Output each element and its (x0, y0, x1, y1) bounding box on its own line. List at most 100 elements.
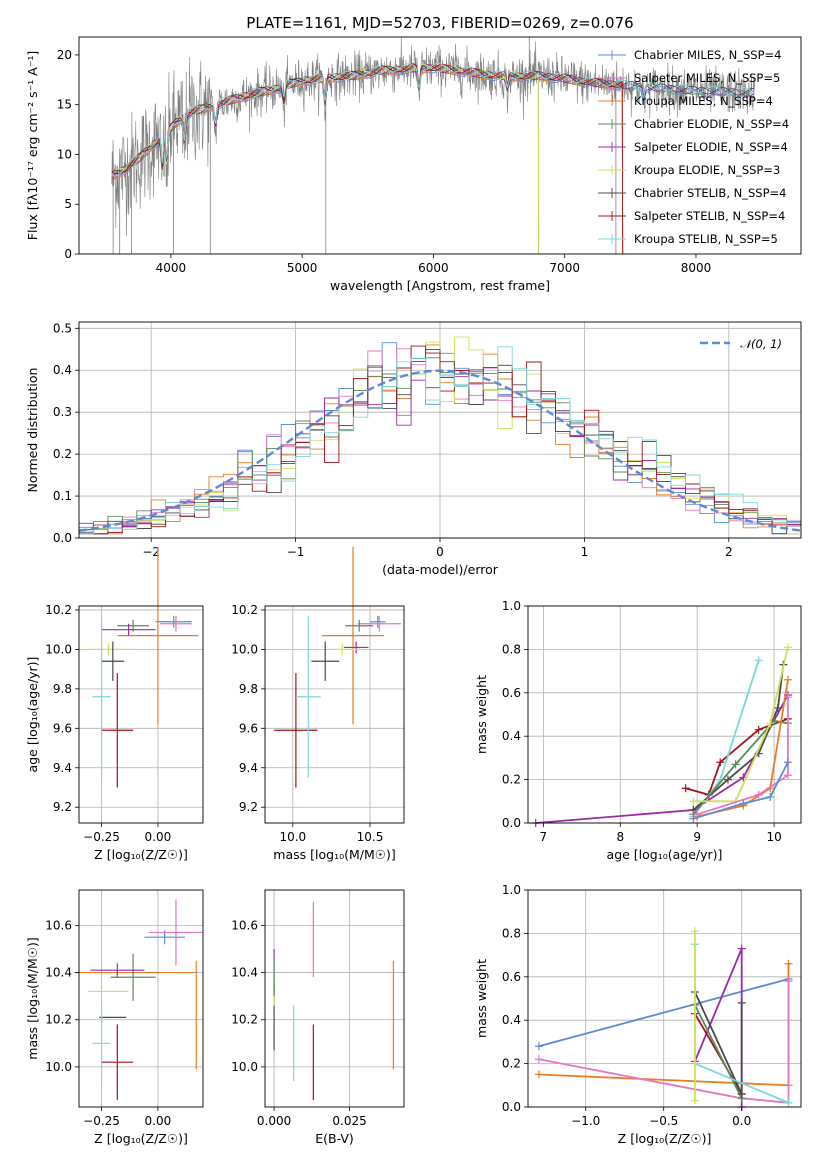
y-tick-label: 10.2 (231, 603, 258, 617)
plot-content (74, 899, 203, 1100)
x-tick-label: −2 (142, 545, 160, 559)
panel-mass_vs_EBV: 0.000 0.025 10.0 10.2 10.4 10.6 E(B-V) (231, 889, 405, 1146)
mass-weight-marker (690, 927, 699, 936)
x-tick-label: 10.5 (357, 830, 384, 844)
x-axis-label: Z [log₁₀(Z/Z☉)] (94, 1131, 188, 1146)
y-tick-label: 10.2 (45, 603, 72, 617)
x-tick-label: 0.025 (332, 1114, 366, 1128)
mass-weight-marker (737, 1089, 746, 1098)
y-tick-label: 0.8 (502, 642, 521, 656)
errorbar-point (85, 643, 131, 656)
spectrum-model-line (111, 65, 624, 254)
y-axis-label: Normed distribution (25, 368, 40, 493)
mass-weight-line (538, 981, 790, 1104)
errorbar-point (357, 615, 401, 632)
y-tick-label: 9.6 (53, 721, 72, 735)
errorbar-point (90, 963, 145, 978)
plot-content (79, 336, 801, 535)
mass-weight-marker (784, 1098, 793, 1107)
y-tick-label: 1.0 (502, 883, 521, 897)
errorbar-point (370, 615, 386, 628)
spectrum-model-line (111, 63, 624, 254)
mass-weight-marker (534, 1055, 543, 1064)
y-axis-label: mass weight (474, 959, 489, 1038)
y-tick-label: 10.6 (45, 918, 72, 932)
mass-weight-marker (690, 1096, 699, 1105)
y-tick-label: 10.0 (231, 1060, 258, 1074)
axes-frame (527, 889, 802, 1108)
spectrum-model-line (111, 65, 624, 254)
mass-weight-marker (723, 775, 732, 784)
mass-weight-marker (534, 1042, 543, 1051)
y-tick-label: 9.8 (239, 682, 258, 696)
mass-weight-marker (783, 758, 792, 767)
y-tick-label: 9.4 (53, 761, 72, 775)
y-tick-label: 1.0 (502, 599, 521, 613)
plot-content (531, 643, 792, 827)
y-axis-label: age [log₁₀(age/yr)] (25, 657, 40, 773)
x-tick-label: 7 (540, 830, 548, 844)
errorbar-point (274, 673, 318, 788)
x-tick-label: 0.000 (257, 1114, 291, 1128)
legend-entry: Chabrier STELIB, N_SSP=4 (634, 186, 786, 200)
y-tick-label: 0.0 (502, 1100, 521, 1114)
x-tick-label: 0 (436, 545, 444, 559)
legend-entry: Kroupa MILES, N_SSP=4 (634, 94, 773, 108)
mass-weight-marker (739, 799, 748, 808)
mass-weight-marker (534, 1070, 543, 1079)
y-tick-label: 0 (64, 247, 72, 261)
axes-frame (78, 605, 204, 824)
y-axis-label: mass weight (474, 675, 489, 754)
y-tick-label: 9.6 (239, 721, 258, 735)
mass-weight-marker (754, 790, 763, 799)
mass-weight-line (693, 761, 789, 820)
y-tick-label: 10.6 (231, 918, 258, 932)
spectrum-legend: Chabrier MILES, N_SSP=4 Salpeter MILES, N… (598, 48, 789, 246)
y-tick-label: 10.4 (231, 966, 258, 980)
errorbar-point (148, 899, 203, 966)
y-axis-label: mass [log₁₀(M/M☉)] (25, 937, 40, 1059)
errorbar-point (101, 641, 125, 681)
plot-content (534, 927, 793, 1111)
legend-entry: Kroupa ELODIE, N_SSP=3 (634, 163, 780, 177)
x-tick-label: 9 (693, 830, 701, 844)
mass-weight-marker (766, 792, 775, 801)
errorbar-point (345, 619, 374, 632)
chart-title: PLATE=1161, MJD=52703, FIBERID=0269, z=0… (246, 14, 633, 32)
panel-age_vs_mass: 10.0 10.5 9.2 9.4 9.6 9.8 10.0 10.2 mass [log₁₀(… (231, 546, 405, 862)
mass-weight-marker (737, 944, 746, 953)
y-tick-label: 10.2 (231, 1013, 258, 1027)
y-tick-label: 10.4 (45, 966, 72, 980)
y-tick-label: 0.4 (502, 1013, 521, 1027)
mass-weight-marker (754, 725, 763, 734)
x-tick-label: 1 (581, 545, 589, 559)
x-tick-label: 0.00 (145, 830, 172, 844)
y-tick-label: 0.4 (53, 363, 72, 377)
plot-content (274, 546, 401, 788)
y-tick-label: 0.5 (53, 321, 72, 335)
legend-entry: Chabrier ELODIE, N_SSP=4 (634, 117, 789, 131)
y-tick-label: 9.4 (239, 761, 258, 775)
panel-massweight_vs_Z: −1.0 −0.5 0.0 0.0 0.2 0.4 0.6 0.8 1.0 Z [log₁₀(Z/… (474, 883, 802, 1146)
mass-weight-marker (784, 959, 793, 968)
mass-weight-marker (783, 771, 792, 780)
y-tick-label: 9.2 (239, 800, 258, 814)
errorbar-point (311, 641, 340, 681)
x-tick-label: −0.25 (83, 1114, 120, 1128)
errorbar-point (101, 673, 134, 788)
x-tick-label: 6000 (418, 261, 449, 275)
errorbar-point (92, 615, 111, 778)
x-tick-label: 5000 (287, 261, 318, 275)
residual-histogram (79, 346, 801, 535)
axes-frame (78, 889, 204, 1108)
y-tick-label: 10.0 (45, 642, 72, 656)
x-tick-label: 7000 (549, 261, 580, 275)
axes-frame (264, 605, 405, 824)
y-tick-label: 15 (57, 98, 72, 112)
mass-weight-marker (681, 784, 690, 793)
mass-weight-marker (766, 719, 775, 728)
errorbar-point (92, 1005, 111, 1082)
legend-entry: Salpeter ELODIE, N_SSP=4 (634, 140, 788, 154)
panel-spectrum: 4000 5000 6000 7000 8000 0 5 10 15 20 wavelength [… (25, 36, 802, 293)
